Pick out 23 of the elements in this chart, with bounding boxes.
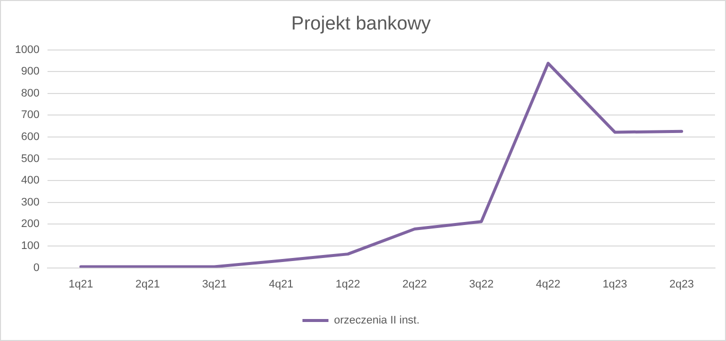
y-tick-label: 900: [21, 66, 40, 78]
y-tick-label: 0: [33, 262, 40, 274]
y-tick-label: 500: [21, 152, 40, 165]
y-tick-label: 300: [21, 196, 40, 208]
x-tick-label: 4q22: [536, 278, 560, 290]
x-tick-label: 2q21: [135, 278, 160, 290]
y-tick-label: 400: [21, 174, 40, 187]
y-tick-label: 600: [21, 131, 40, 144]
chart-title: Projekt bankowy: [291, 14, 432, 35]
x-tick-label: 1q21: [68, 278, 94, 290]
x-tick-label: 3q22: [469, 278, 494, 290]
y-tick-label: 800: [21, 87, 40, 100]
y-tick-label: 1000: [14, 44, 40, 56]
y-tick-label: 200: [21, 218, 40, 230]
x-tick-label: 4q21: [268, 278, 294, 290]
y-tick-label: 700: [21, 109, 40, 122]
x-tick-label: 2q22: [402, 278, 427, 290]
x-tick-label: 1q22: [336, 278, 360, 290]
x-tick-label: 1q23: [602, 278, 628, 290]
x-tick-label: 3q21: [202, 278, 227, 290]
x-tick-label: 2q23: [669, 278, 694, 290]
legend-label: orzeczenia II inst.: [334, 314, 420, 327]
y-tick-label: 100: [21, 240, 40, 252]
